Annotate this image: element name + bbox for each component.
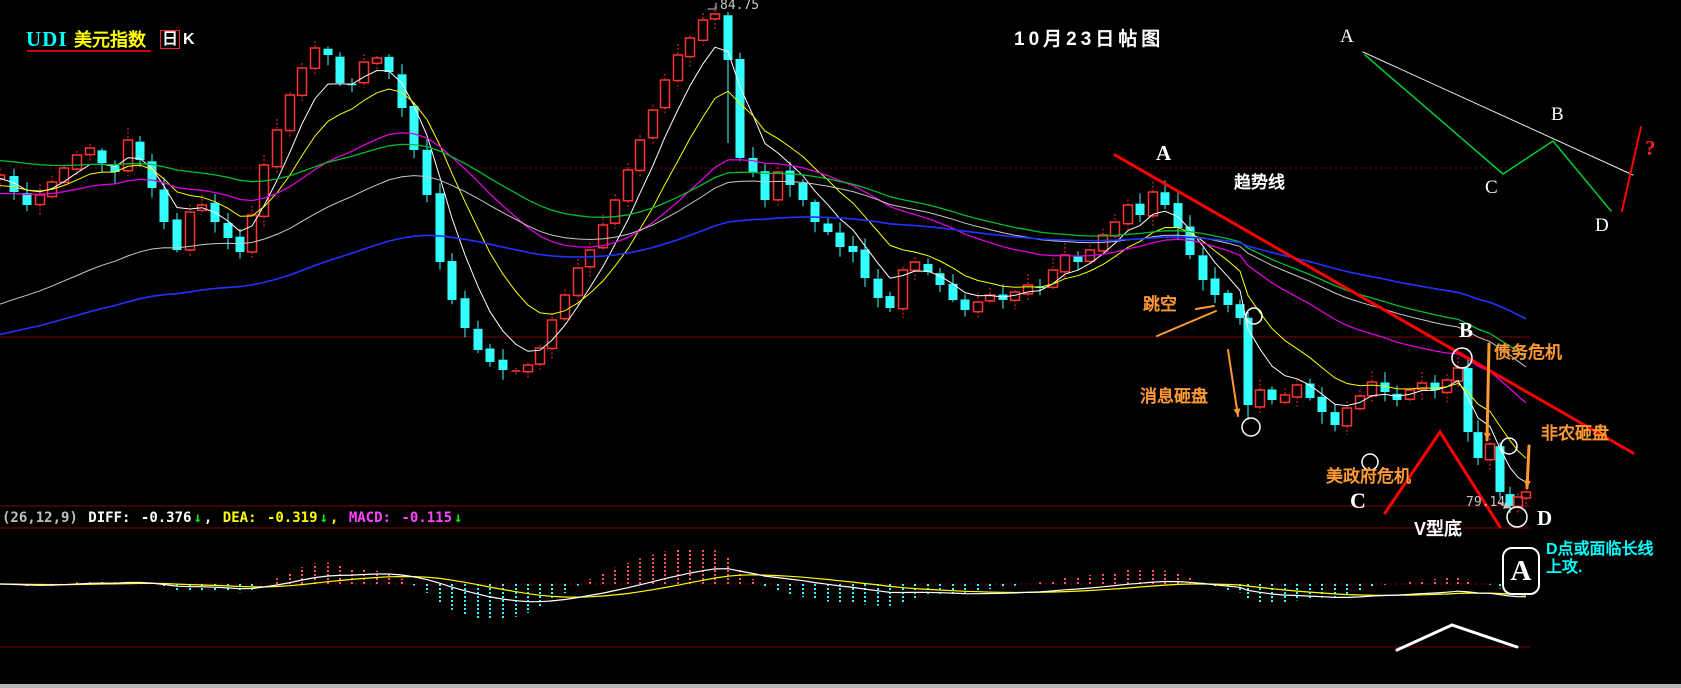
symbol-code: UDI [26, 27, 68, 51]
corner-a-letter: A [1510, 554, 1532, 587]
diagram-breakout-red [1621, 126, 1642, 212]
macd-readout-row: (26,12,9) DIFF: -0.376 ↓, DEA: -0.319 ↓, M… [2, 511, 464, 525]
news-smash-arrow [1227, 349, 1239, 417]
news-smash-label: 消息砸盘 [1140, 387, 1208, 406]
debt-crisis-arrow [1485, 342, 1491, 442]
period-k: K [183, 31, 195, 48]
forecast-note: D点或面临长线 上攻. [1546, 541, 1654, 578]
diagram-trend-white [1362, 51, 1634, 176]
point-c-circle [1361, 453, 1379, 471]
low-price-label: 79.14 [1466, 495, 1506, 510]
period-day-icon: 日 [160, 30, 181, 49]
window-bottom-strip [0, 684, 1681, 688]
dea-down-arrow-icon: ↓ [319, 510, 328, 526]
diagram-b-label: B [1551, 104, 1564, 125]
gap-dash [1195, 305, 1215, 310]
ma-gray [0, 175, 1527, 368]
ma-white [0, 46, 1527, 483]
question-mark: ? [1645, 136, 1656, 160]
corner-a-box: A [1502, 547, 1540, 595]
high-price-tick [707, 2, 717, 10]
nonfarm-circle [1500, 437, 1518, 455]
macd-label: MACD: [348, 510, 391, 526]
gap-circle-bottom [1241, 417, 1261, 437]
macd-value: -0.115 [401, 510, 452, 526]
diagram-zigzag-green [1364, 54, 1612, 212]
diagram-d-label: D [1595, 215, 1609, 236]
page-title: 10月23日帖图 [1014, 29, 1165, 50]
ma-magenta [0, 131, 1527, 404]
trend-line [1113, 153, 1635, 455]
diagram-c-label: C [1485, 177, 1498, 198]
comma-2: , [329, 510, 339, 526]
trendline-label: 趋势线 [1234, 173, 1285, 192]
symbol-name: 美元指数 [74, 30, 146, 50]
v-bottom-label: V型底 [1414, 519, 1463, 539]
point-b-label: B [1459, 318, 1474, 342]
us-gov-crisis-label: 美政府危机 [1326, 467, 1411, 486]
gap-circle-top [1245, 307, 1263, 325]
point-c-label: C [1350, 488, 1366, 513]
v-bottom-shape [1383, 429, 1502, 529]
ma-green [0, 143, 1527, 359]
nonfarm-smash-label: 非农砸盘 [1541, 424, 1609, 443]
macd-peak-mark [1395, 623, 1519, 652]
macd-down-arrow-icon: ↓ [454, 510, 463, 526]
comma-1: , [203, 510, 213, 526]
point-d-label: D [1537, 506, 1553, 530]
point-d-circle [1506, 506, 1528, 528]
forecast-note-line2: 上攻. [1546, 559, 1583, 577]
gap-pointer [1156, 310, 1217, 337]
debt-crisis-label: 债务危机 [1494, 343, 1562, 362]
diff-label: DIFF: [88, 510, 131, 526]
dea-label: DEA: [222, 510, 257, 526]
diagram-a-label: A [1340, 26, 1354, 47]
diff-value: -0.376 [140, 510, 192, 526]
high-price-label: 84.75 [720, 0, 760, 13]
forecast-note-line1: D点或面临长线 [1546, 541, 1654, 558]
gap-label: 跳空 [1143, 295, 1177, 314]
macd-diff-line [0, 568, 1527, 603]
point-b-circle [1451, 347, 1473, 369]
macd-params: (26,12,9) [2, 510, 78, 526]
symbol-underline [27, 50, 151, 52]
dea-value: -0.319 [266, 510, 318, 526]
point-a-label: A [1156, 141, 1172, 165]
diff-down-arrow-icon: ↓ [193, 510, 202, 526]
ma-yellow [0, 88, 1527, 459]
